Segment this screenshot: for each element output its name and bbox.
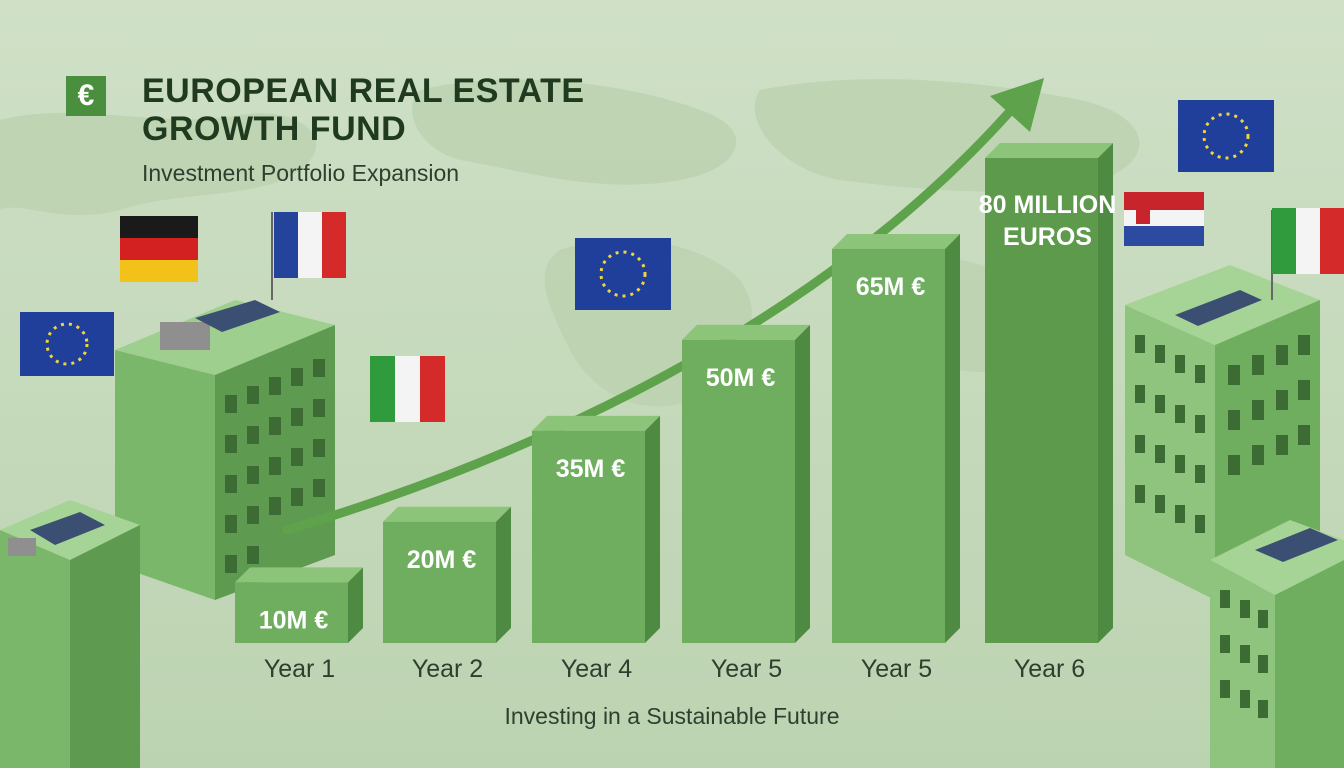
bar	[682, 339, 795, 643]
bottom-left-building	[0, 500, 140, 768]
page-subtitle: Investment Portfolio Expansion	[142, 160, 460, 186]
bar	[985, 158, 1098, 643]
category-label: Year 5	[711, 655, 782, 683]
data-label: 80 MILLION EUROS	[979, 191, 1117, 251]
italy-flag-right	[1272, 208, 1344, 274]
data-label: 10M €	[259, 606, 329, 634]
bar-side	[795, 324, 810, 643]
france-flag	[274, 212, 346, 278]
bar-top	[985, 143, 1113, 158]
bar-side	[1098, 143, 1113, 643]
category-label: Year 1	[264, 655, 335, 683]
bar-side	[348, 567, 363, 643]
bar	[235, 582, 348, 643]
category-label: Year 5	[861, 655, 932, 683]
data-label: 35M €	[556, 455, 626, 483]
data-label: 50M €	[706, 364, 776, 392]
bar-top	[832, 233, 960, 249]
bottom-right-building	[1210, 520, 1344, 768]
spain-netherlands-flag	[1124, 192, 1204, 246]
eu-flag-center	[575, 238, 671, 310]
footer-tagline: Investing in a Sustainable Future	[504, 703, 840, 729]
category-label: Year 6	[1014, 655, 1085, 683]
category-label: Year 4	[561, 655, 632, 683]
bar-top	[235, 567, 363, 583]
category-label: Year 2	[412, 655, 483, 683]
bar	[383, 521, 496, 643]
page-title: EUROPEAN REAL ESTATE GROWTH FUND	[142, 72, 585, 148]
data-label: 20M €	[407, 546, 477, 574]
bar-side	[645, 415, 660, 643]
bar-chart: 10M € Year 1 20M € Year 2 35M € Year 4 50M € Ye…	[235, 143, 1116, 683]
growth-arrow	[282, 78, 1044, 535]
italy-flag	[370, 356, 445, 422]
bar-top	[383, 506, 511, 522]
data-label: 65M €	[856, 273, 926, 301]
bar-side	[945, 233, 960, 643]
euro-icon: €	[66, 76, 106, 116]
bar-top	[682, 324, 810, 340]
eu-flag-top-right	[1178, 100, 1274, 172]
bar-top	[532, 415, 660, 431]
bar	[832, 248, 945, 643]
eu-flag	[20, 312, 114, 376]
bar	[532, 430, 645, 643]
germany-flag	[120, 216, 198, 282]
bar-side	[496, 506, 511, 643]
